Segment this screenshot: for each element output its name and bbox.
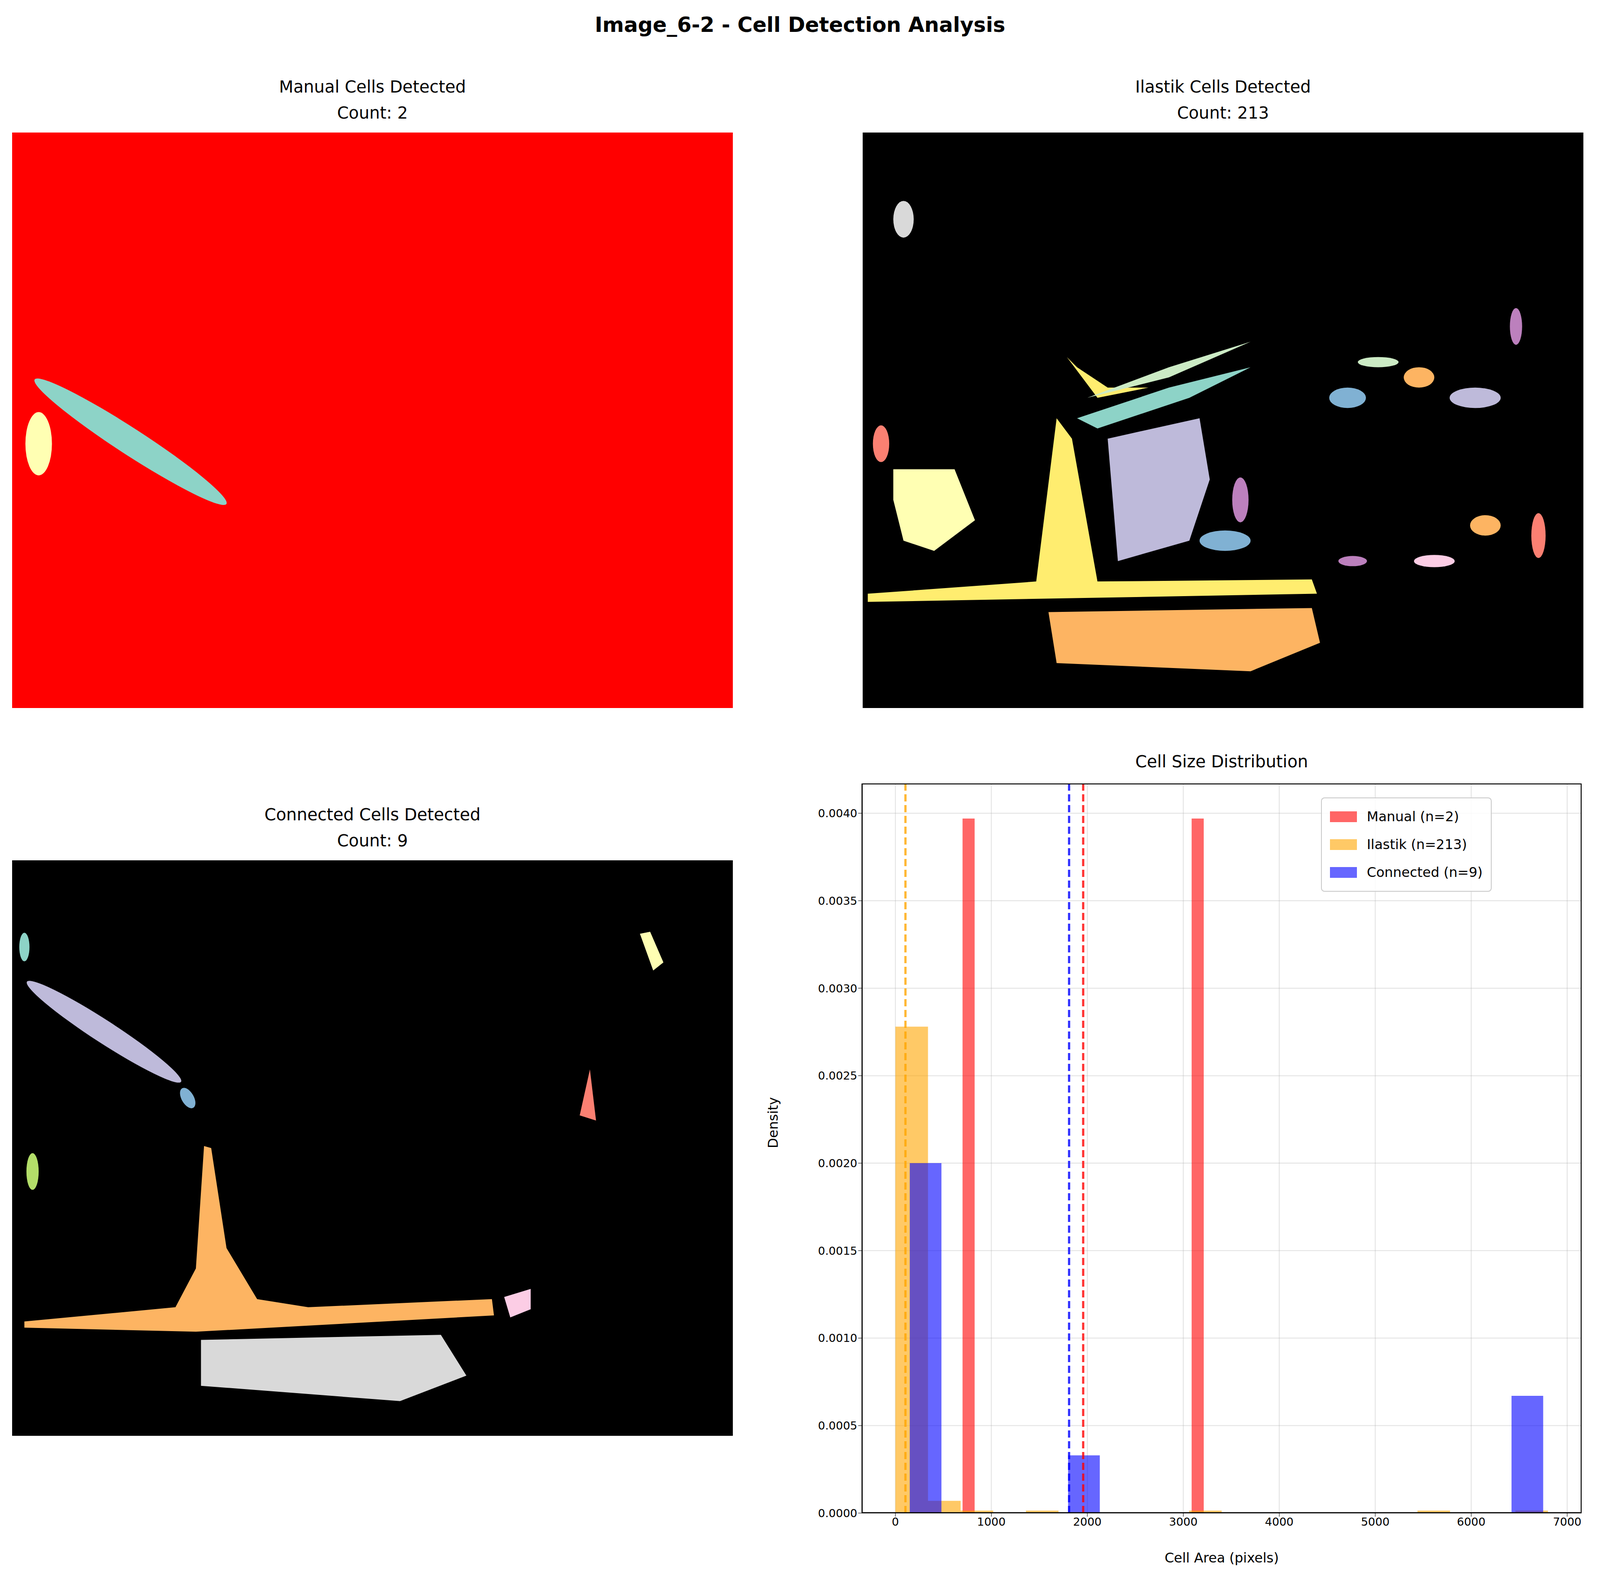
html-text:Count: 9: Count: 9	[337, 831, 408, 851]
svg-text:1000: 1000	[977, 1515, 1007, 1529]
svg-text:Density: Density	[765, 1097, 781, 1149]
svg-text:7000: 7000	[1552, 1515, 1582, 1529]
svg-text:0.0030: 0.0030	[818, 982, 858, 996]
svg-text:0.0010: 0.0010	[818, 1331, 858, 1345]
html-text:Ilastik (n=213): Ilastik (n=213)	[1366, 836, 1468, 853]
html-text:Ilastik Cells Detected: Ilastik Cells Detected	[1135, 77, 1311, 97]
html-text:Cell Size Distribution: Cell Size Distribution	[1135, 752, 1309, 772]
svg-text:0.0005: 0.0005	[818, 1419, 858, 1433]
svg-text:5000: 5000	[1360, 1515, 1390, 1529]
html-text:Connected Cells Detected: Connected Cells Detected	[264, 805, 481, 825]
svg-text:0: 0	[891, 1515, 900, 1529]
svg-text:2000: 2000	[1072, 1515, 1102, 1529]
html-text:Manual (n=2): Manual (n=2)	[1366, 808, 1460, 825]
svg-text:Cell Area (pixels): Cell Area (pixels)	[1164, 1550, 1279, 1566]
html-text:Count: 213: Count: 213	[1177, 103, 1270, 123]
svg-text:0.0025: 0.0025	[818, 1069, 858, 1083]
svg-text:6000: 6000	[1457, 1515, 1486, 1529]
svg-text:4000: 4000	[1264, 1515, 1294, 1529]
html-text:Count: 2: Count: 2	[337, 103, 408, 123]
html-text:Manual Cells Detected: Manual Cells Detected	[279, 77, 466, 97]
svg-text:0.0040: 0.0040	[818, 806, 858, 820]
svg-text:0.0000: 0.0000	[818, 1506, 858, 1521]
svg-text:0.0035: 0.0035	[818, 894, 858, 908]
svg-text:0.0020: 0.0020	[818, 1156, 858, 1171]
svg-text:0.0015: 0.0015	[818, 1244, 858, 1258]
html-text:Connected (n=9): Connected (n=9)	[1366, 864, 1483, 881]
html-text:Image_6-2 - Cell Detection Ana: Image_6-2 - Cell Detection Analysis	[594, 12, 1006, 37]
svg-text:3000: 3000	[1169, 1515, 1198, 1529]
